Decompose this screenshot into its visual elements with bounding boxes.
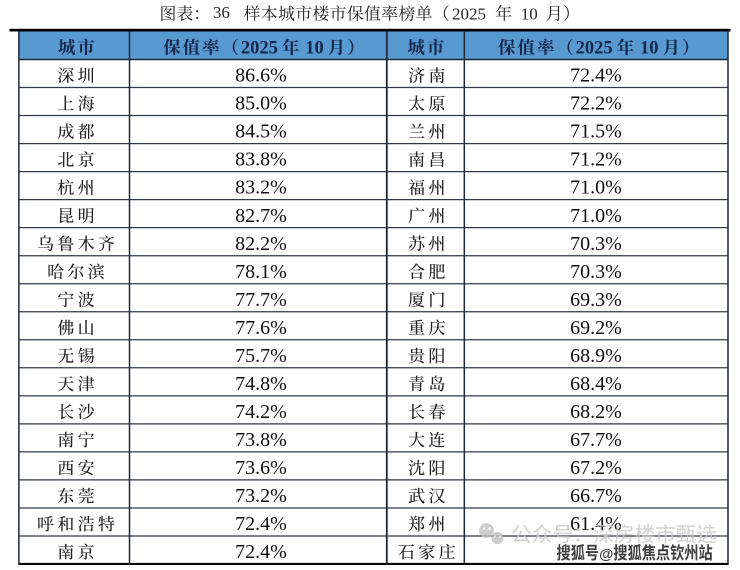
svg-text:82.7%: 82.7% xyxy=(235,205,287,227)
svg-text:86.6%: 86.6% xyxy=(235,65,287,87)
svg-text:68.4%: 68.4% xyxy=(570,373,622,395)
svg-text:71.2%: 71.2% xyxy=(570,149,622,171)
svg-text:71.0%: 71.0% xyxy=(570,177,622,199)
svg-text:83.8%: 83.8% xyxy=(235,149,287,171)
svg-text:70.3%: 70.3% xyxy=(570,233,622,255)
svg-text:72.2%: 72.2% xyxy=(570,93,622,115)
svg-text:72.4%: 72.4% xyxy=(570,65,622,87)
svg-text:66.7%: 66.7% xyxy=(570,485,622,507)
svg-text:71.0%: 71.0% xyxy=(570,205,622,227)
svg-text:77.6%: 77.6% xyxy=(235,317,287,339)
svg-text:85.0%: 85.0% xyxy=(235,93,287,115)
svg-text:69.2%: 69.2% xyxy=(570,317,622,339)
svg-text:72.4%: 72.4% xyxy=(235,513,287,535)
svg-text:83.2%: 83.2% xyxy=(235,177,287,199)
svg-text:84.5%: 84.5% xyxy=(235,121,287,143)
svg-text:75.7%: 75.7% xyxy=(235,345,287,367)
svg-text:10: 10 xyxy=(521,5,538,24)
svg-text:77.7%: 77.7% xyxy=(235,289,287,311)
svg-text:10: 10 xyxy=(305,39,324,59)
svg-text:71.5%: 71.5% xyxy=(570,121,622,143)
svg-text:74.8%: 74.8% xyxy=(235,373,287,395)
svg-text:2025: 2025 xyxy=(452,5,486,24)
svg-text:67.2%: 67.2% xyxy=(570,457,622,479)
svg-text:@: @ xyxy=(599,547,613,563)
svg-text:67.7%: 67.7% xyxy=(570,429,622,451)
svg-text:2025: 2025 xyxy=(241,39,278,59)
svg-text:2025: 2025 xyxy=(576,39,613,59)
svg-text:78.1%: 78.1% xyxy=(235,261,287,283)
svg-text:73.6%: 73.6% xyxy=(235,457,287,479)
svg-text:73.2%: 73.2% xyxy=(235,485,287,507)
svg-text:@: @ xyxy=(599,547,613,563)
svg-text:70.3%: 70.3% xyxy=(570,261,622,283)
svg-text:68.2%: 68.2% xyxy=(570,401,622,423)
svg-text:36: 36 xyxy=(213,3,230,22)
svg-text:74.2%: 74.2% xyxy=(235,401,287,423)
svg-text:69.3%: 69.3% xyxy=(570,289,622,311)
svg-text:73.8%: 73.8% xyxy=(235,429,287,451)
svg-text:68.9%: 68.9% xyxy=(570,345,622,367)
svg-text:72.4%: 72.4% xyxy=(235,541,287,563)
svg-text:82.2%: 82.2% xyxy=(235,233,287,255)
svg-text:10: 10 xyxy=(640,39,659,59)
